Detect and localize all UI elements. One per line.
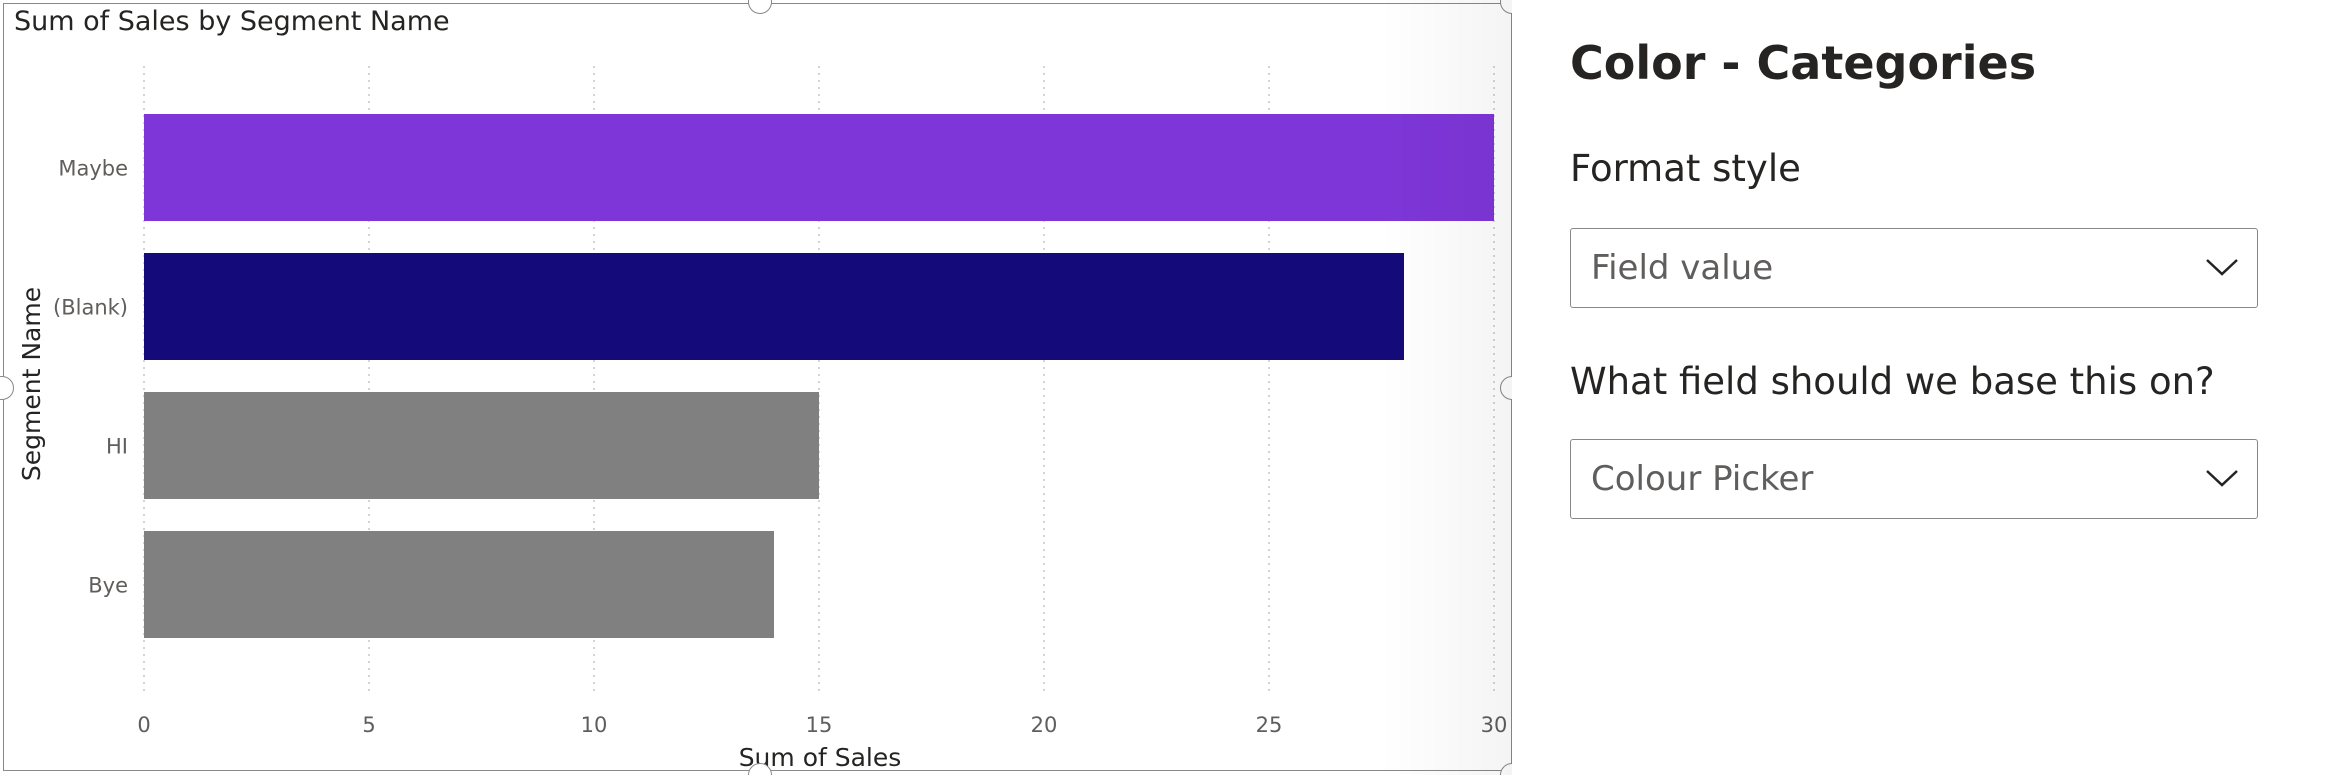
x-tick-label: 5: [362, 713, 375, 737]
format-pane: Color - Categories Format style Field va…: [1512, 0, 2325, 775]
base-field-label: What field should we base this on?: [1570, 360, 2215, 403]
x-tick-label: 20: [1031, 713, 1058, 737]
chart-title: Sum of Sales by Segment Name: [14, 6, 450, 37]
bar-chart-visual[interactable]: Sum of Sales by Segment Name 0 5 10 15 20 25 3…: [3, 3, 1512, 772]
bar-bye: [144, 531, 774, 638]
x-tick-label: 30: [1481, 713, 1508, 737]
y-axis-title: Segment Name: [17, 287, 46, 481]
format-style-value: Field value: [1591, 248, 1774, 288]
pane-heading: Color - Categories: [1570, 36, 2037, 90]
y-category-label: Maybe: [58, 157, 128, 181]
x-tick-label: 25: [1256, 713, 1283, 737]
y-category-label: Bye: [88, 574, 128, 598]
format-style-dropdown[interactable]: Field value: [1570, 228, 2258, 308]
x-tick-label: 10: [581, 713, 608, 737]
chevron-down-icon: [2206, 470, 2238, 487]
chevron-down-icon: [2206, 259, 2238, 276]
bar-blank: [144, 253, 1404, 360]
base-field-value: Colour Picker: [1591, 459, 1814, 499]
bar-hi: [144, 392, 819, 499]
bar-maybe: [144, 114, 1494, 221]
y-category-label: HI: [106, 435, 128, 459]
x-tick-label: 0: [137, 713, 150, 737]
format-style-label: Format style: [1570, 147, 1801, 190]
x-tick-label: 15: [806, 713, 833, 737]
y-category-label: (Blank): [53, 296, 128, 320]
base-field-dropdown[interactable]: Colour Picker: [1570, 439, 2258, 519]
